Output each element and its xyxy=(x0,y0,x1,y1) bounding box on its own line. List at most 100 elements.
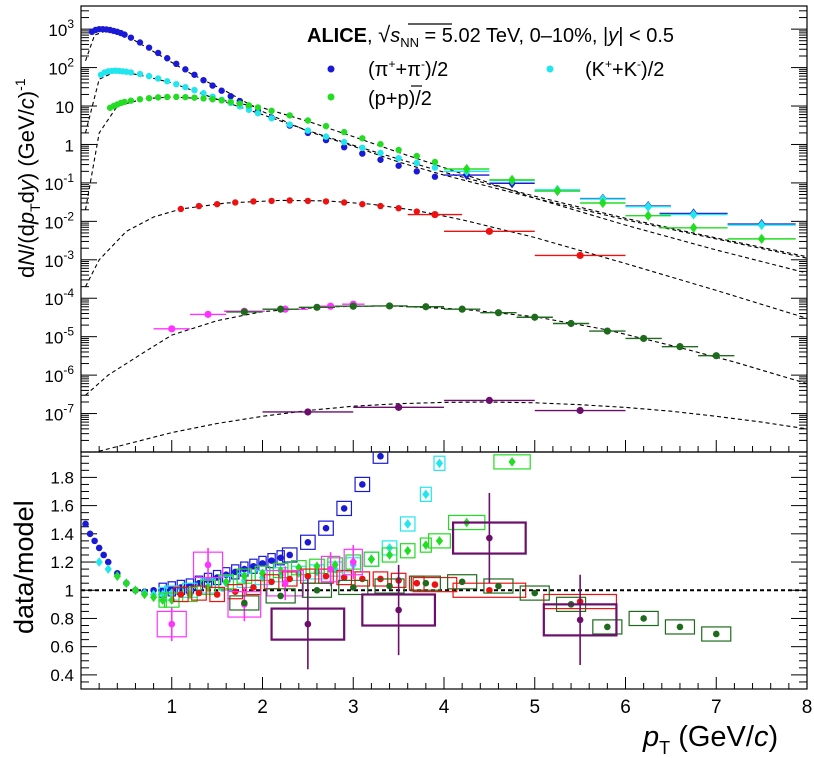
proton-ratio-point xyxy=(435,536,444,546)
y-tick-label-bottom: 1 xyxy=(65,581,74,600)
header-y: y xyxy=(606,25,619,47)
red-point xyxy=(431,210,439,219)
header-sep: , xyxy=(367,25,378,47)
red-ratio-point xyxy=(431,581,439,588)
darkgreen-point xyxy=(385,302,394,310)
purple-point xyxy=(304,408,312,416)
pion-point xyxy=(209,82,216,89)
pion-sys-box xyxy=(276,550,285,566)
kaon-sys-box xyxy=(419,486,432,502)
darkgreen-ratio-point xyxy=(676,623,684,631)
pion-sys-box xyxy=(267,552,276,569)
kaon-point xyxy=(413,159,420,167)
kaon-point xyxy=(304,127,312,134)
x-tick-label: 6 xyxy=(620,697,631,718)
red-ratio-point xyxy=(304,572,312,580)
pion-point xyxy=(218,87,225,94)
purple-point xyxy=(576,406,584,415)
pion-ratio-point xyxy=(377,452,384,460)
pion-sys-box xyxy=(281,547,298,563)
pion-point xyxy=(200,76,207,84)
proton-ratio-point xyxy=(113,571,121,581)
header-brand: ALICE xyxy=(307,25,367,47)
kaon-point xyxy=(182,83,189,91)
pion-sys-box xyxy=(318,520,334,536)
proton-point xyxy=(377,140,384,148)
darkgreen-sys-box xyxy=(229,595,260,611)
pion-ratio-point xyxy=(82,520,89,528)
red-point xyxy=(359,200,366,208)
x-tick-label: 2 xyxy=(257,697,268,718)
darkgreen-sys-box xyxy=(628,610,659,627)
proton-point xyxy=(136,96,144,103)
darkgreen-point xyxy=(640,334,648,343)
proton-ratio-point xyxy=(122,578,130,588)
legend-kaon-marker xyxy=(546,65,554,73)
darkgreen-point xyxy=(494,309,503,317)
proton-hi-point xyxy=(757,233,766,244)
red-point xyxy=(322,198,330,205)
pion-sys-box xyxy=(231,564,240,580)
bottom-panel-marks xyxy=(82,452,732,670)
kaon-sys-box xyxy=(433,455,446,471)
darkgreen-sys-box xyxy=(338,579,369,596)
pion-ratio-point xyxy=(100,551,107,559)
header-text: ALICE, √sNN = 5.02 TeV, 0–10%, |y| < 0.5 xyxy=(307,22,674,50)
proton-point xyxy=(245,102,253,109)
proton-point xyxy=(359,135,366,142)
red-ratio-point xyxy=(359,575,366,583)
kaon-point xyxy=(191,86,198,94)
red-point xyxy=(195,202,203,210)
pion-ratio-point xyxy=(359,481,366,488)
proton-sys-box xyxy=(158,592,167,608)
proton-hi-point xyxy=(689,222,698,233)
red-point xyxy=(395,204,402,212)
proton-point xyxy=(413,152,420,160)
kaon-point xyxy=(245,106,253,113)
kaon-point xyxy=(164,78,171,85)
proton-ratio-point xyxy=(204,582,212,593)
y-tick-label-bottom: 1.6 xyxy=(50,497,74,516)
red-ratio-point xyxy=(486,586,493,594)
proton-ratio-point xyxy=(168,595,176,605)
legend-pion-marker xyxy=(327,65,335,73)
pion-point xyxy=(413,168,420,175)
kaon-ratio-point xyxy=(295,568,303,579)
red-point xyxy=(250,198,257,205)
darkgreen-point xyxy=(531,313,539,321)
darkgreen-point xyxy=(676,343,684,351)
proton-point xyxy=(145,94,153,102)
proton-point xyxy=(254,104,262,111)
red-point xyxy=(268,197,275,205)
red-ratio-point xyxy=(413,579,421,587)
darkgreen-ratio-point xyxy=(422,579,430,587)
proton-point xyxy=(227,98,234,106)
red-point xyxy=(413,208,420,215)
darkgreen-sys-box xyxy=(301,582,333,598)
kaon-point xyxy=(200,90,207,97)
red-point xyxy=(232,199,239,206)
darkgreen-point xyxy=(313,303,321,311)
proton-ratio-point xyxy=(240,571,248,581)
darkgreen-ratio-point xyxy=(712,630,720,638)
kaon-point xyxy=(254,110,262,117)
proton-sys-box xyxy=(163,592,180,608)
proton-ratio-point xyxy=(159,595,167,605)
red-point xyxy=(377,202,384,210)
pion-ratio-point xyxy=(268,557,275,564)
proton-sys-box xyxy=(218,574,235,590)
x-tick-label: 1 xyxy=(166,697,177,718)
x-tick-label: 3 xyxy=(348,697,359,718)
pion-ratio-point xyxy=(91,537,98,545)
red-sys-box xyxy=(412,576,458,593)
darkgreen-point xyxy=(240,308,248,316)
proton-sys-box xyxy=(327,557,343,573)
proton-point xyxy=(395,146,402,154)
proton-point xyxy=(322,122,330,130)
x-tick-label: 4 xyxy=(439,697,450,718)
pion-point xyxy=(164,55,171,62)
axis-ticks xyxy=(81,5,808,689)
magenta-point xyxy=(326,302,335,310)
pion-point xyxy=(154,49,162,57)
y-tick-label-top: 10-7 xyxy=(44,402,74,425)
